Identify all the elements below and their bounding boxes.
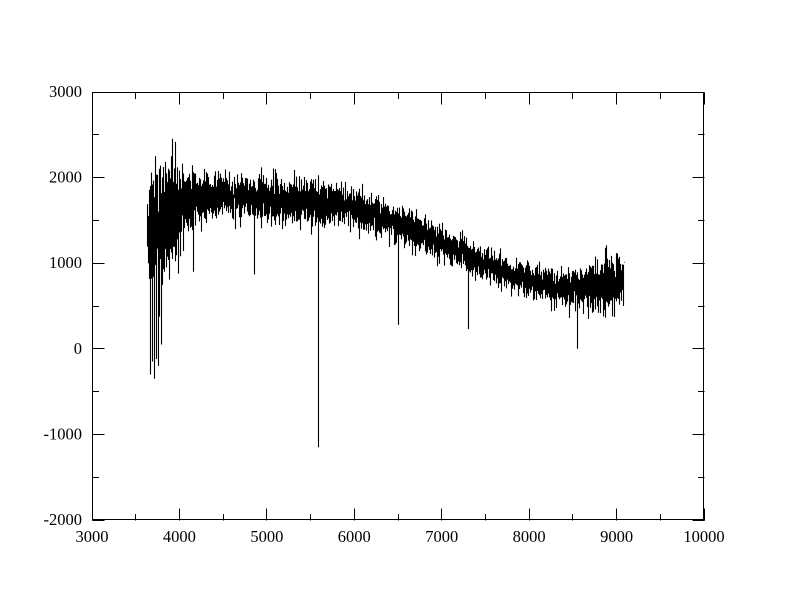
svg-text:8000: 8000 — [513, 527, 546, 546]
svg-text:5000: 5000 — [250, 527, 283, 546]
svg-text:1000: 1000 — [49, 253, 82, 272]
svg-text:10000: 10000 — [683, 527, 724, 546]
svg-text:-1000: -1000 — [44, 424, 83, 443]
svg-text:-2000: -2000 — [44, 510, 83, 529]
svg-text:4000: 4000 — [163, 527, 196, 546]
svg-text:3000: 3000 — [76, 527, 109, 546]
svg-text:0: 0 — [74, 339, 82, 358]
svg-text:7000: 7000 — [425, 527, 458, 546]
svg-text:2000: 2000 — [49, 168, 82, 187]
svg-text:9000: 9000 — [600, 527, 633, 546]
svg-text:6000: 6000 — [338, 527, 371, 546]
svg-text:3000: 3000 — [49, 82, 82, 101]
